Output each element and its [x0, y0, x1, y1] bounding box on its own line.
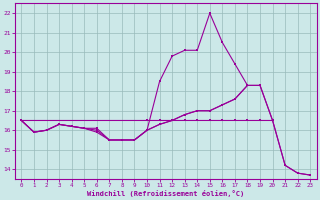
X-axis label: Windchill (Refroidissement éolien,°C): Windchill (Refroidissement éolien,°C) — [87, 190, 244, 197]
